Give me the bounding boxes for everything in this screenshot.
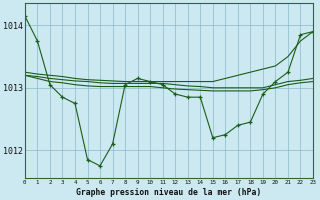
X-axis label: Graphe pression niveau de la mer (hPa): Graphe pression niveau de la mer (hPa)	[76, 188, 261, 197]
